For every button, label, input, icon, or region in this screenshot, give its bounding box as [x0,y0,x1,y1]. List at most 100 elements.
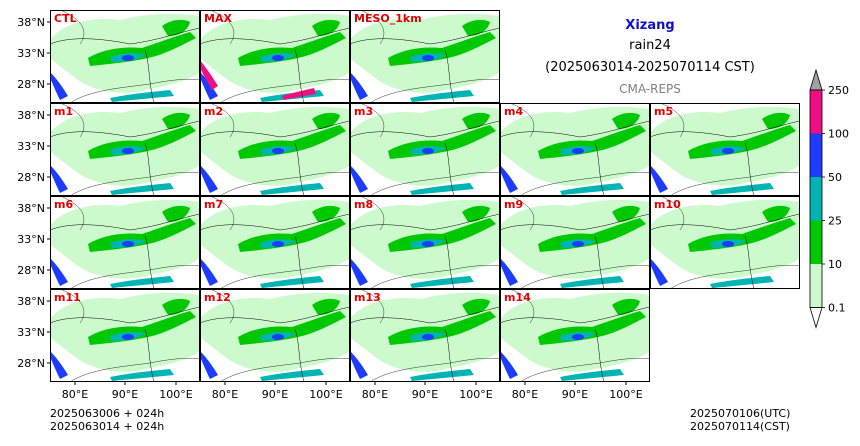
panel-frame [200,10,350,103]
province-boundary [50,27,200,45]
lat-label: 33°N [17,326,45,339]
heavy-rain-spot [722,241,734,247]
province-boundary [200,120,350,138]
lat-label: 33°N [17,140,45,153]
province-boundary [369,358,500,382]
map-panel-m9: m9 [500,196,650,289]
south-rain-belt [110,90,174,102]
panel-frame [350,289,500,382]
colorbar-segment [810,177,822,221]
lat-label: 38°N [17,109,45,122]
rain-band [162,19,190,36]
map-panel-m2: m2 [200,103,350,196]
heavy-rain-spot [422,55,434,61]
heavy-rain-spot [572,241,584,247]
province-boundary [219,358,350,382]
south-rain-strip [350,165,368,193]
south-rain-strip [50,72,68,100]
south-rain-strip [650,258,668,286]
lat-label: 33°N [17,47,45,60]
province-boundary [69,265,200,289]
panel-frame [200,289,350,382]
panel-frame [350,103,500,196]
panel-frame [650,196,800,289]
heavy-rain-spot [272,148,284,154]
lat-label: 38°N [17,202,45,215]
province-boundary [59,196,85,231]
province-boundary [50,213,200,231]
panel-frame [50,103,200,196]
province-boundary [294,328,305,382]
province-boundary [144,235,155,289]
panel-frame [500,289,650,382]
rain-band [762,205,790,222]
south-rain-strip [350,351,368,379]
heavy-rain-spot [722,148,734,154]
panel-label: m11 [54,291,81,304]
south-rain-belt [260,369,324,381]
region-title: Xizang [625,18,675,33]
province-boundary [744,235,755,289]
province-boundary [659,103,685,138]
map-panel-m10: m10 [650,196,800,289]
lon-label: 80°E [62,388,88,401]
map-panel-CTL: CTL [50,10,200,103]
colorbar-label: 0.1 [828,302,846,315]
province-boundary [500,213,650,231]
map-panel-MESO_1km: MESO_1km [350,10,500,103]
south-rain-belt [710,183,774,195]
lon-label: 80°E [362,388,388,401]
province-boundary [500,120,650,138]
province-boundary [500,306,650,324]
province-boundary [359,10,385,45]
lon-label: 90°E [262,388,288,401]
rain-band [612,112,640,129]
rain-band [462,112,490,129]
panel-frame [50,289,200,382]
init-time-line-1: 2025063006 + 024h [50,407,165,420]
south-rain-strip [50,351,68,379]
south-rain-belt [560,276,624,288]
rain-band [462,298,490,315]
south-rain-strip [500,165,518,193]
heavy-rain-spot [272,334,284,340]
province-boundary [509,196,535,231]
colorbar-label: 50 [828,171,842,184]
rain-band [312,19,340,36]
map-panel-MAX: MAX [200,10,350,103]
rain-band [312,205,340,222]
province-boundary [659,196,685,231]
panel-label: m5 [654,105,673,118]
province-boundary [209,196,235,231]
panel-label: m9 [504,198,523,211]
province-boundary [69,358,200,382]
province-boundary [669,265,800,289]
colorbar-extend-lower [809,307,823,329]
province-boundary [144,49,155,103]
panel-label: m13 [354,291,381,304]
panel-label: m1 [54,105,73,118]
province-boundary [650,120,800,138]
south-rain-strip [350,72,368,100]
province-boundary [744,142,755,196]
province-boundary [669,172,800,196]
province-boundary [594,235,605,289]
province-boundary [369,79,500,103]
rain-band [462,19,490,36]
south-rain-belt [560,369,624,381]
map-panel-m8: m8 [350,196,500,289]
south-rain-belt [410,90,474,102]
south-rain-strip [350,258,368,286]
province-boundary [59,10,85,45]
heavy-rain-spot [272,55,284,61]
south-rain-belt [260,276,324,288]
lon-label: 80°E [512,388,538,401]
init-time-line-2: 2025063014 + 024h [50,420,165,433]
rain-band [162,205,190,222]
colorbar-segment [810,220,822,264]
south-rain-belt [410,276,474,288]
map-panel-m6: m6 [50,196,200,289]
lat-label: 28°N [17,264,45,277]
